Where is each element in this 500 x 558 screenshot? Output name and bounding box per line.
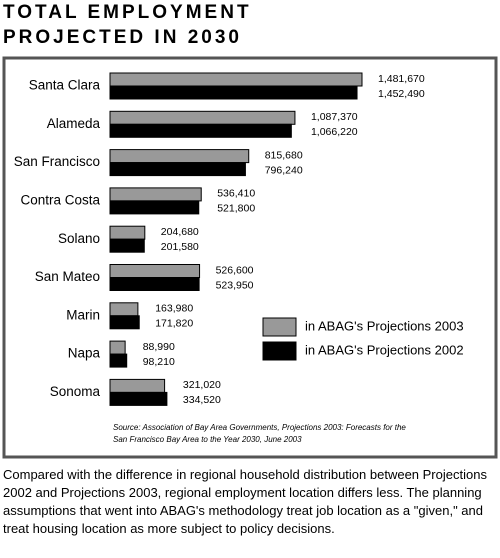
value-label: 536,410: [217, 188, 255, 200]
bar: [109, 264, 201, 278]
value-label: 201,580: [161, 241, 199, 253]
value-label: 334,520: [183, 394, 221, 406]
value-label: 1,066,220: [311, 126, 358, 138]
bar: [109, 72, 363, 87]
bar: [109, 353, 128, 368]
legend-swatch: [262, 341, 297, 361]
value-label: 88,990: [143, 341, 175, 353]
category-label: Alameda: [47, 116, 101, 131]
value-label: 1,087,370: [311, 111, 358, 123]
value-label: 526,600: [216, 264, 254, 276]
bar: [109, 187, 202, 202]
bar: [109, 162, 246, 177]
bar: [109, 200, 200, 215]
bar: [109, 123, 292, 138]
bar: [109, 277, 200, 291]
value-label: 171,820: [155, 318, 193, 330]
chart-title: TOTAL EMPLOYMENT: [3, 2, 252, 23]
value-label: 523,950: [216, 279, 254, 291]
legend-label: in ABAG's Projections 2002: [305, 342, 464, 357]
category-label: San Francisco: [14, 154, 100, 169]
value-label: 163,980: [155, 303, 193, 315]
category-label: Solano: [58, 231, 100, 246]
legend-label: in ABAG's Projections 2003: [305, 318, 464, 333]
value-label: 1,481,670: [378, 73, 425, 85]
category-label: Sonoma: [50, 384, 101, 399]
value-label: 204,680: [161, 226, 199, 238]
bar: [109, 149, 250, 164]
value-label: 321,020: [183, 379, 221, 391]
legend-swatch: [262, 317, 297, 337]
value-label: 98,210: [143, 356, 175, 368]
value-label: 796,240: [265, 164, 303, 176]
frame: [2, 56, 498, 459]
category-label: Santa Clara: [29, 78, 101, 93]
bar: [109, 85, 358, 100]
bar: [109, 225, 146, 240]
bar: [109, 378, 166, 393]
category-label: Contra Costa: [20, 192, 100, 207]
source: Source: Association of Bay Area Governme…: [113, 423, 406, 432]
bar: [109, 302, 139, 317]
value-label: 521,800: [217, 203, 255, 215]
category-label: San Mateo: [35, 269, 100, 284]
caption: Compared with the difference in regional…: [3, 467, 487, 536]
bar: [109, 391, 168, 406]
source: San Francisco Bay Area to the Year 2030,…: [113, 435, 302, 444]
chart-title: PROJECTED IN 2030: [3, 27, 242, 48]
bar: [109, 110, 296, 125]
category-label: Napa: [68, 346, 101, 361]
value-label: 1,452,490: [378, 88, 425, 100]
value-label: 815,680: [265, 149, 303, 161]
bar: [109, 238, 145, 253]
bar: [109, 340, 126, 355]
chart: TOTAL EMPLOYMENT PROJECTED IN 2030 Sourc…: [2, 2, 498, 459]
category-label: Marin: [66, 307, 100, 322]
bar: [109, 315, 140, 330]
